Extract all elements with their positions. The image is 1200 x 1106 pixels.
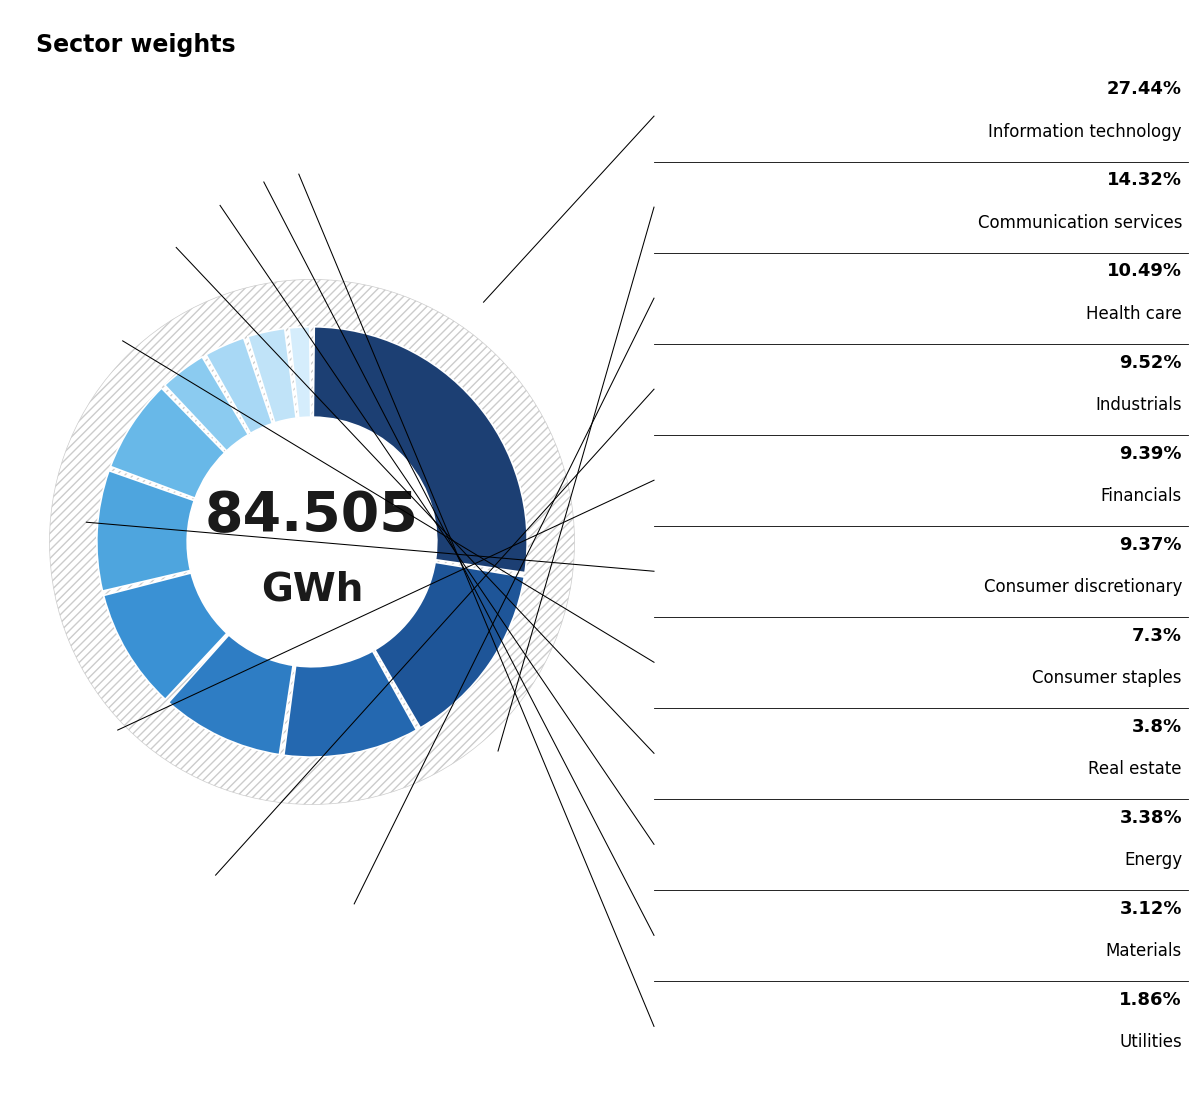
Text: Real estate: Real estate [1088, 760, 1182, 778]
Text: Sector weights: Sector weights [36, 33, 235, 58]
Wedge shape [103, 573, 227, 699]
Wedge shape [164, 357, 248, 451]
Text: 14.32%: 14.32% [1108, 171, 1182, 189]
Circle shape [49, 280, 575, 804]
Text: Materials: Materials [1105, 942, 1182, 960]
Text: GWh: GWh [260, 571, 364, 608]
Wedge shape [289, 326, 311, 418]
Text: Consumer discretionary: Consumer discretionary [984, 578, 1182, 596]
Text: Communication services: Communication services [978, 213, 1182, 232]
Text: Financials: Financials [1100, 487, 1182, 504]
Text: Energy: Energy [1124, 851, 1182, 869]
Wedge shape [110, 388, 224, 498]
Wedge shape [313, 326, 527, 573]
Text: Utilities: Utilities [1120, 1033, 1182, 1051]
Text: 27.44%: 27.44% [1108, 81, 1182, 98]
Text: 84.505: 84.505 [205, 489, 419, 543]
Text: 1.86%: 1.86% [1120, 991, 1182, 1009]
Wedge shape [97, 471, 194, 591]
Text: 9.37%: 9.37% [1120, 535, 1182, 554]
Circle shape [187, 417, 437, 667]
Text: Consumer staples: Consumer staples [1032, 669, 1182, 687]
Text: 9.39%: 9.39% [1120, 445, 1182, 462]
Wedge shape [248, 328, 296, 422]
Text: 10.49%: 10.49% [1108, 262, 1182, 281]
Text: Industrials: Industrials [1096, 396, 1182, 414]
Text: Health care: Health care [1086, 305, 1182, 323]
Wedge shape [284, 651, 416, 758]
Text: 3.8%: 3.8% [1132, 718, 1182, 735]
Text: 3.12%: 3.12% [1120, 899, 1182, 918]
Wedge shape [206, 338, 272, 434]
Text: 9.52%: 9.52% [1120, 354, 1182, 372]
Text: Information technology: Information technology [989, 123, 1182, 140]
Text: 3.38%: 3.38% [1120, 808, 1182, 826]
Wedge shape [168, 635, 293, 754]
Circle shape [187, 417, 437, 667]
Text: 7.3%: 7.3% [1132, 627, 1182, 645]
Wedge shape [374, 562, 524, 728]
